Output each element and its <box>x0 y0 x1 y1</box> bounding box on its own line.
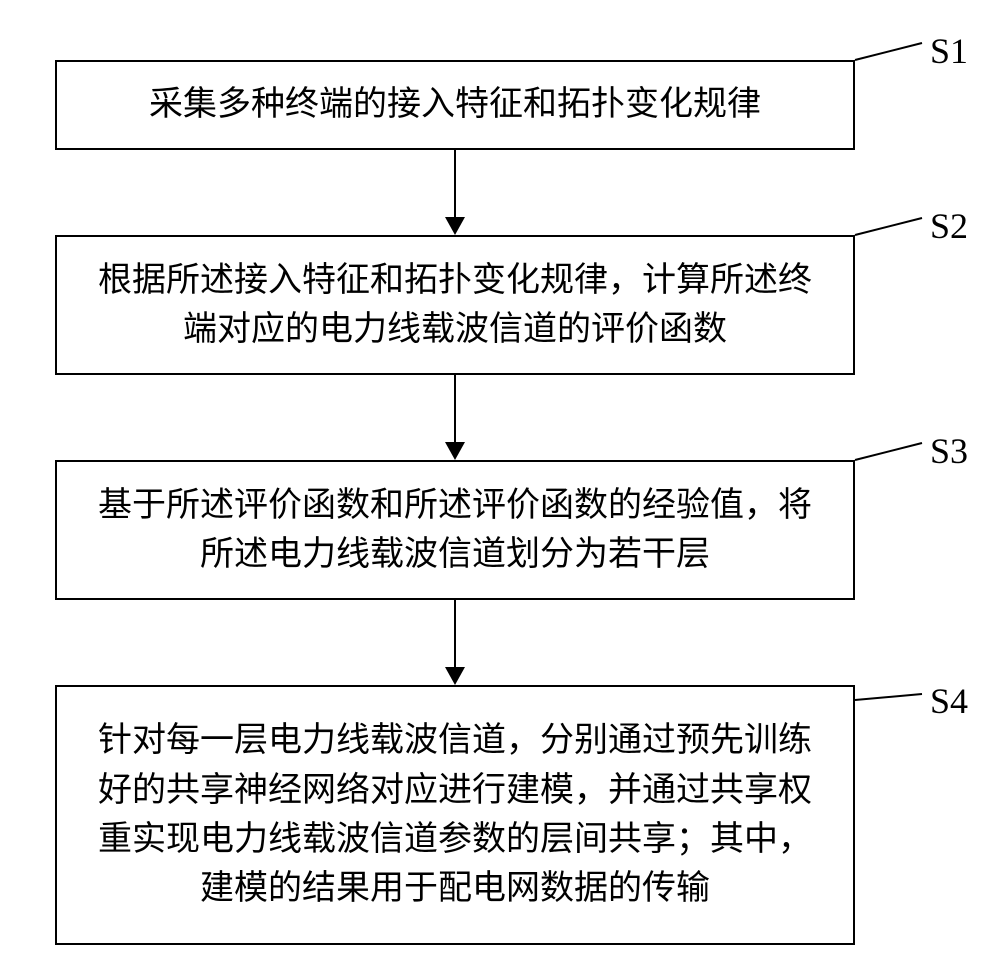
step-text: 针对每一层电力线载波信道，分别通过预先训练好的共享神经网络对应进行建模，并通过共… <box>85 716 825 913</box>
arrow-head-icon <box>445 442 465 460</box>
step-text: 采集多种终端的接入特征和拓扑变化规律 <box>149 80 761 129</box>
step-label-s1: S1 <box>930 30 968 72</box>
step-text: 根据所述接入特征和拓扑变化规律，计算所述终端对应的电力线载波信道的评价函数 <box>85 256 825 355</box>
step-box-s1: 采集多种终端的接入特征和拓扑变化规律 <box>55 60 855 150</box>
step-box-s2: 根据所述接入特征和拓扑变化规律，计算所述终端对应的电力线载波信道的评价函数 <box>55 235 855 375</box>
arrow-head-icon <box>445 667 465 685</box>
arrow-s1-s2 <box>454 150 456 217</box>
arrow-s3-s4 <box>454 600 456 667</box>
step-text: 基于所述评价函数和所述评价函数的经验值，将所述电力线载波信道划分为若干层 <box>85 481 825 580</box>
step-label-s2: S2 <box>930 205 968 247</box>
arrow-head-icon <box>445 217 465 235</box>
flowchart-canvas: 采集多种终端的接入特征和拓扑变化规律 S1 根据所述接入特征和拓扑变化规律，计算… <box>0 0 1000 964</box>
step-label-s3: S3 <box>930 430 968 472</box>
step-box-s4: 针对每一层电力线载波信道，分别通过预先训练好的共享神经网络对应进行建模，并通过共… <box>55 685 855 945</box>
step-box-s3: 基于所述评价函数和所述评价函数的经验值，将所述电力线载波信道划分为若干层 <box>55 460 855 600</box>
arrow-s2-s3 <box>454 375 456 442</box>
step-label-s4: S4 <box>930 680 968 722</box>
